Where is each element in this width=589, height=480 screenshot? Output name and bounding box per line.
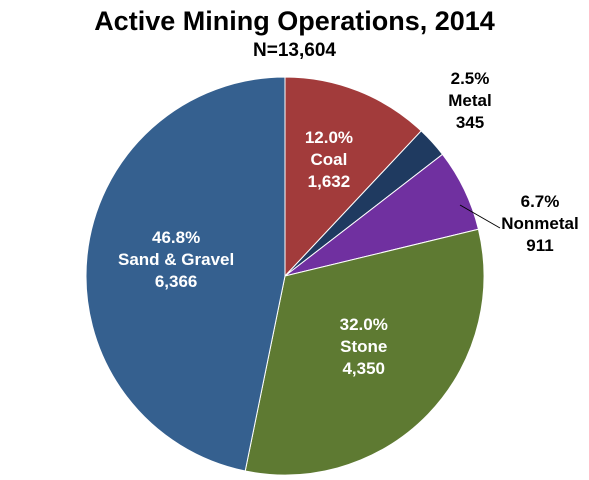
slice-label-coal: 12.0% Coal 1,632 bbox=[305, 128, 353, 191]
chart-subtitle: N=13,604 bbox=[253, 40, 336, 61]
pie-slice-stone bbox=[244, 228, 485, 476]
slice-label-metal: 2.5% Metal 345 bbox=[448, 69, 491, 132]
leader-line-nonmetal bbox=[459, 204, 501, 229]
slice-label-nonmetal: 6.7% Nonmetal 911 bbox=[501, 192, 578, 255]
pie-slice-sand-gravel bbox=[85, 76, 286, 472]
slice-label-stone: 32.0% Stone 4,350 bbox=[340, 315, 388, 378]
pie-slice-coal bbox=[284, 76, 422, 278]
slice-label-sand-gravel: 46.8% Sand & Gravel 6,366 bbox=[118, 228, 234, 291]
chart-title: Active Mining Operations, 2014 bbox=[94, 6, 495, 36]
